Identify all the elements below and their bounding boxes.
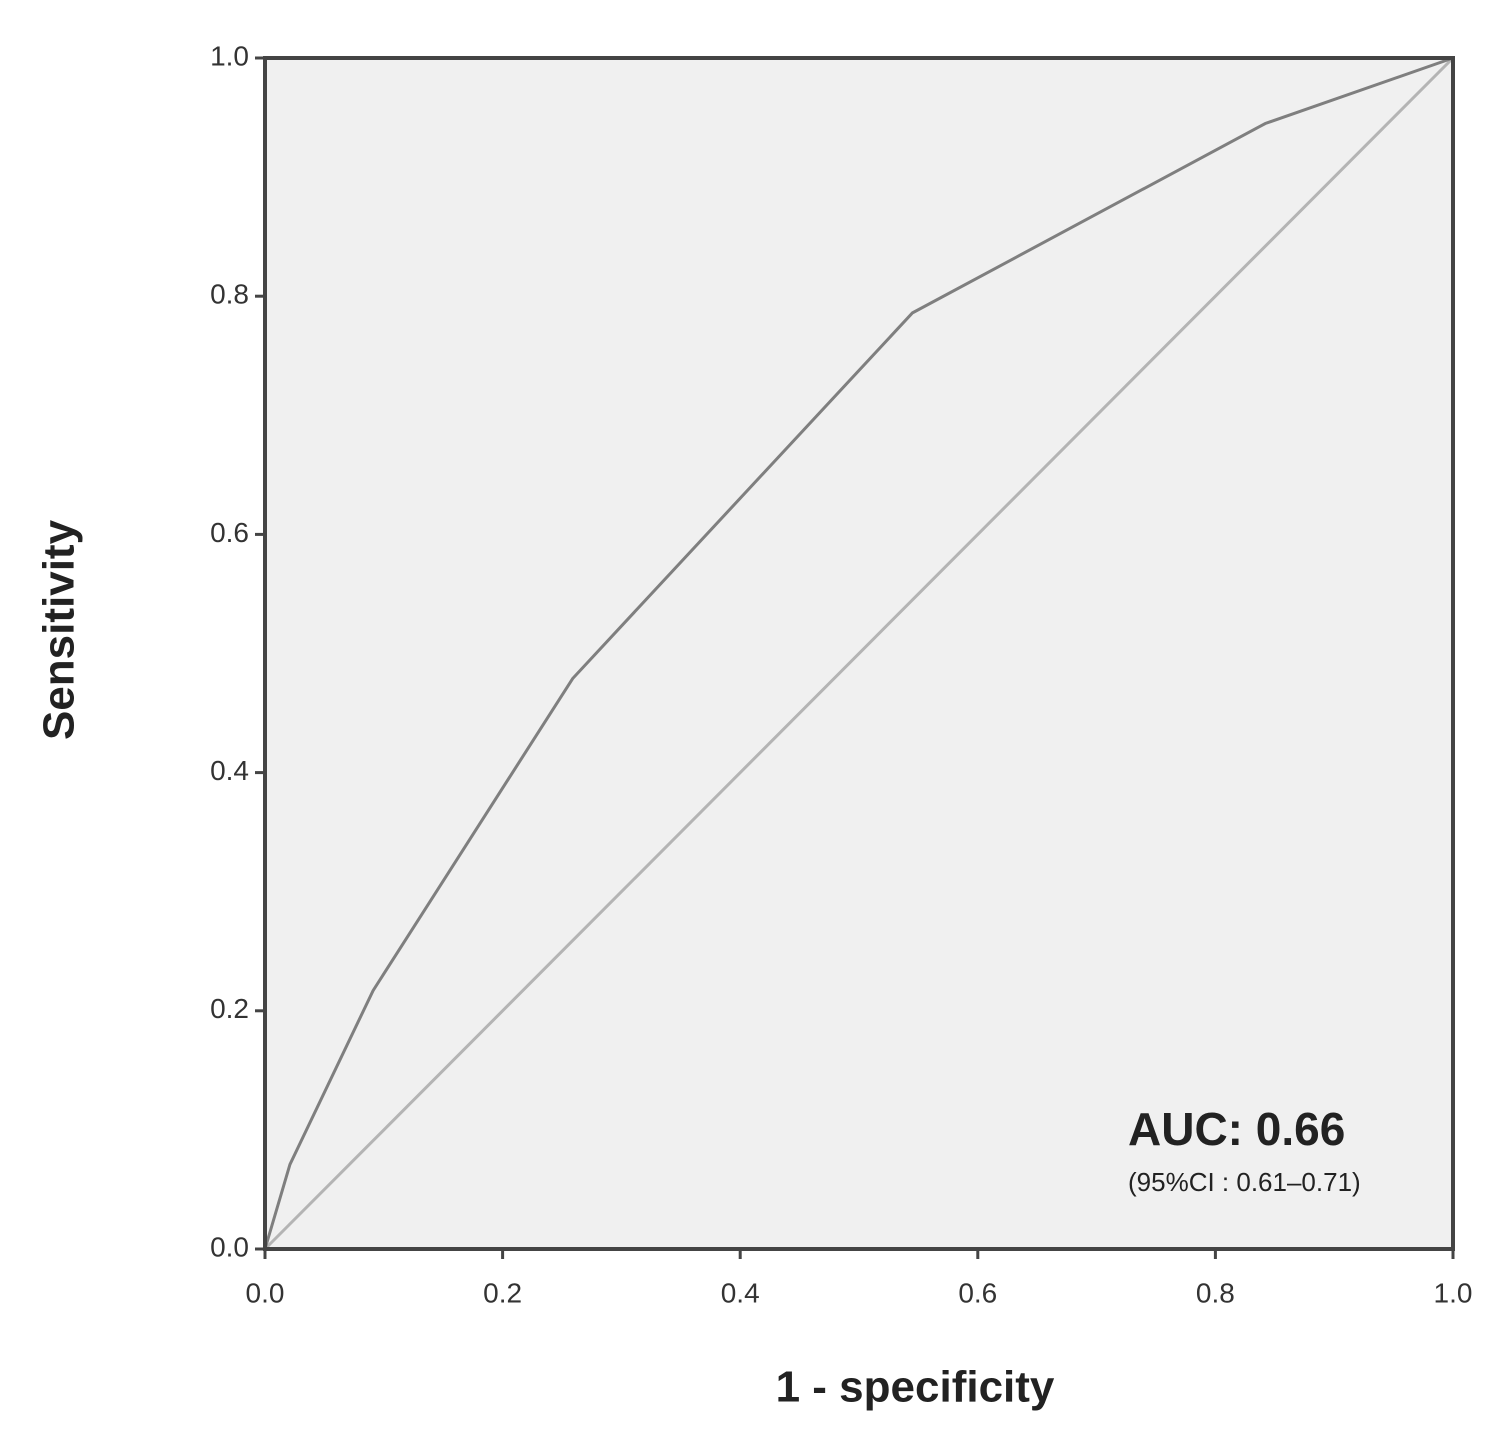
auc-annotation: AUC: 0.66 [1128,1103,1345,1155]
y-tick-label: 0.6 [210,517,249,548]
x-axis-title: 1 - specificity [776,1363,1055,1412]
plot-frame [263,56,1455,1251]
roc-line [263,56,1455,1251]
roc-line [263,56,1454,1250]
x-tick-label: 0.6 [958,1277,997,1308]
x-tick-label: 0.4 [721,1277,760,1308]
y-tick-label: 0.8 [210,279,249,310]
x-tick-label: 0.8 [1196,1277,1235,1308]
y-tick-label: 1.0 [210,40,249,71]
y-axis-title: Sensitivity [35,519,84,740]
y-tick-label: 0.4 [210,755,249,786]
ci-annotation: (95%CI : 0.61–0.71) [1128,1167,1361,1197]
y-tick-label: 0.2 [210,993,249,1024]
x-tick-label: 0.0 [246,1277,285,1308]
x-tick-label: 1.0 [1434,1277,1473,1308]
x-tick-label: 0.2 [483,1277,522,1308]
y-tick-label: 0.0 [210,1231,249,1262]
